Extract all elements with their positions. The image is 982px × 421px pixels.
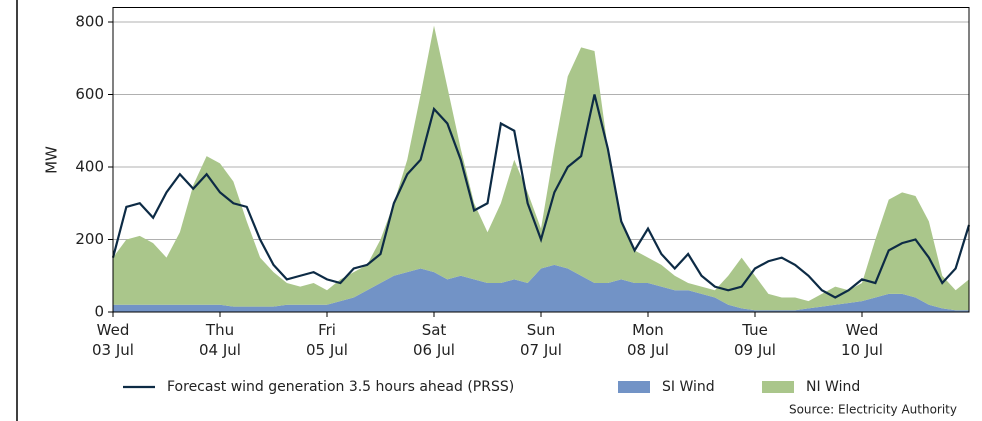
x-tick-label: Sat 06 Jul xyxy=(413,321,455,359)
x-tick-label: Thu 04 Jul xyxy=(199,321,241,359)
y-tick-label: 400 xyxy=(75,158,104,176)
y-tick-label: 200 xyxy=(75,230,104,248)
x-tick-label: Tue 09 Jul xyxy=(734,321,776,359)
y-tick-label: 800 xyxy=(75,13,104,31)
y-axis-label: MW xyxy=(43,146,61,174)
line xyxy=(111,94,971,299)
y-tick-label: 600 xyxy=(75,85,104,103)
legend-label: SI Wind xyxy=(662,379,715,395)
area xyxy=(113,25,969,311)
legend-label: NI Wind xyxy=(806,379,860,395)
x-tick-label: Wed 03 Jul xyxy=(92,321,134,359)
area xyxy=(113,264,969,312)
x-tick-label: Sun 07 Jul xyxy=(520,321,562,359)
legend-swatch xyxy=(762,381,794,393)
legend-label: Forecast wind generation 3.5 hours ahead… xyxy=(167,379,514,395)
source: Source: Electricity Authority xyxy=(789,403,957,417)
x-tick-label: Wed 10 Jul xyxy=(841,321,883,359)
x-tick-label: Fri 05 Jul xyxy=(306,321,348,359)
legend-swatch xyxy=(618,381,650,393)
y-tick-label: 0 xyxy=(94,303,104,321)
x-tick-label: Mon 08 Jul xyxy=(627,321,669,359)
